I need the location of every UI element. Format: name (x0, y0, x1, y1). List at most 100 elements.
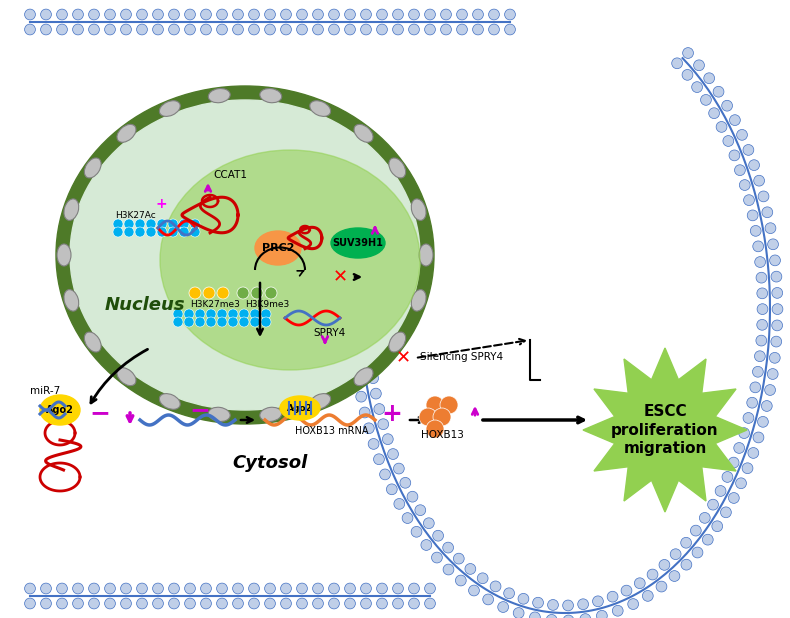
Circle shape (393, 9, 404, 20)
Circle shape (769, 255, 781, 266)
Circle shape (113, 227, 123, 237)
Circle shape (433, 530, 443, 541)
Circle shape (73, 598, 84, 609)
Circle shape (455, 575, 466, 586)
Circle shape (217, 287, 229, 299)
Circle shape (146, 227, 156, 237)
Circle shape (772, 287, 783, 298)
Text: HOXB13: HOXB13 (420, 430, 464, 440)
Circle shape (441, 24, 451, 35)
Circle shape (57, 24, 67, 35)
Circle shape (743, 195, 754, 206)
Circle shape (216, 9, 228, 20)
Circle shape (121, 9, 131, 20)
Circle shape (296, 583, 307, 594)
Circle shape (24, 583, 36, 594)
Circle shape (377, 583, 387, 594)
Circle shape (377, 24, 387, 35)
Circle shape (577, 599, 589, 609)
Circle shape (353, 375, 363, 386)
Circle shape (121, 24, 131, 35)
Circle shape (232, 598, 243, 609)
Ellipse shape (117, 124, 136, 142)
Circle shape (388, 449, 398, 459)
Circle shape (715, 486, 726, 496)
Circle shape (453, 553, 465, 564)
Circle shape (201, 9, 212, 20)
Circle shape (407, 491, 418, 502)
Ellipse shape (64, 290, 79, 311)
Circle shape (296, 598, 307, 609)
Circle shape (206, 309, 216, 319)
Circle shape (498, 602, 509, 612)
Circle shape (152, 24, 164, 35)
Circle shape (592, 596, 604, 607)
Circle shape (735, 165, 745, 176)
Circle shape (393, 24, 404, 35)
Circle shape (249, 598, 259, 609)
Circle shape (408, 9, 419, 20)
Circle shape (216, 598, 228, 609)
Circle shape (563, 615, 574, 618)
Circle shape (699, 512, 710, 523)
Circle shape (344, 598, 356, 609)
Circle shape (465, 564, 476, 574)
Circle shape (329, 583, 340, 594)
Ellipse shape (209, 88, 230, 103)
Circle shape (280, 9, 292, 20)
Ellipse shape (310, 101, 330, 116)
Circle shape (374, 404, 385, 415)
Circle shape (329, 598, 340, 609)
Circle shape (443, 564, 454, 575)
Ellipse shape (57, 244, 71, 266)
Polygon shape (583, 348, 747, 512)
Ellipse shape (160, 101, 180, 116)
Text: Ago2: Ago2 (287, 404, 313, 412)
Circle shape (747, 210, 758, 221)
Circle shape (532, 597, 544, 608)
Circle shape (168, 9, 179, 20)
Circle shape (708, 499, 718, 510)
Circle shape (265, 598, 276, 609)
Circle shape (195, 317, 205, 327)
Circle shape (377, 9, 387, 20)
Text: −: − (190, 398, 210, 422)
Circle shape (728, 457, 739, 468)
Ellipse shape (260, 407, 282, 421)
Circle shape (754, 351, 766, 362)
Circle shape (203, 287, 215, 299)
Circle shape (457, 24, 468, 35)
Circle shape (296, 24, 307, 35)
Circle shape (344, 24, 356, 35)
Text: Silencing SPRY4: Silencing SPRY4 (420, 352, 503, 362)
Circle shape (612, 606, 623, 616)
Ellipse shape (117, 368, 136, 386)
Circle shape (656, 581, 667, 592)
Text: SUV39H1: SUV39H1 (333, 238, 383, 248)
Circle shape (440, 396, 458, 414)
Circle shape (709, 108, 720, 119)
Circle shape (88, 24, 100, 35)
Text: HOXB13 mRNA: HOXB13 mRNA (295, 426, 368, 436)
Circle shape (250, 309, 260, 319)
Circle shape (157, 227, 167, 237)
Circle shape (394, 499, 404, 509)
Text: ESCC
proliferation
migration: ESCC proliferation migration (611, 404, 719, 456)
Circle shape (104, 598, 115, 609)
Circle shape (359, 407, 370, 418)
Circle shape (137, 9, 148, 20)
Circle shape (382, 434, 393, 444)
Ellipse shape (354, 124, 373, 142)
Circle shape (762, 207, 773, 218)
Circle shape (360, 583, 371, 594)
Circle shape (228, 309, 238, 319)
Circle shape (40, 583, 51, 594)
Circle shape (201, 583, 212, 594)
Circle shape (206, 317, 216, 327)
Circle shape (104, 583, 115, 594)
Circle shape (683, 48, 694, 59)
Circle shape (694, 60, 705, 70)
Circle shape (488, 24, 499, 35)
Circle shape (280, 598, 292, 609)
Circle shape (249, 24, 259, 35)
